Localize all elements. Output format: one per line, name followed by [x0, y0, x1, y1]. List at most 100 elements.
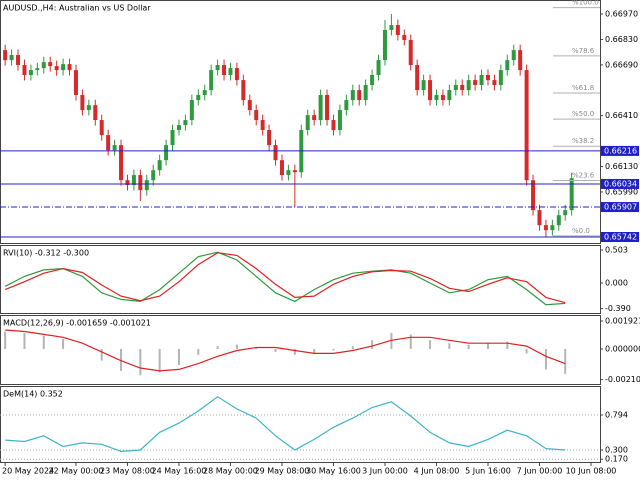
y-tick-label: -0.390: [605, 304, 631, 313]
x-tick-label: 20 May 2024: [2, 467, 54, 476]
candle-body: [389, 25, 394, 30]
candle-body: [556, 215, 561, 226]
candle-body: [460, 84, 465, 91]
candle-body: [228, 68, 233, 76]
candle-body: [176, 125, 181, 131]
y-tick-label: 0.66690: [605, 60, 638, 69]
fib-label: %61.8: [572, 84, 594, 92]
candle-body: [447, 90, 452, 101]
candle-body: [518, 50, 523, 71]
y-tick-label: 0.503: [605, 245, 628, 254]
candle-body: [73, 70, 78, 95]
y-tick-label: 0.65990: [605, 187, 638, 196]
candle-body: [54, 66, 59, 71]
price-level-box: [601, 232, 639, 243]
candle-body: [511, 50, 516, 61]
candle-body: [61, 64, 66, 71]
candle-body: [209, 70, 214, 91]
candle-body: [80, 94, 85, 111]
candle-body: [112, 145, 117, 151]
candle-body: [22, 65, 27, 76]
y-tick-label: 0.794: [605, 410, 628, 419]
candle-body: [569, 178, 574, 211]
fib-label: %100.0: [572, 0, 599, 7]
x-tick-label: 28 May 00:00: [203, 467, 258, 476]
x-tick-label: 30 May 16:00: [306, 467, 361, 476]
candle-body: [41, 62, 46, 69]
candle-body: [286, 170, 291, 176]
x-tick-label: 22 May 00:00: [49, 467, 104, 476]
candle-body: [125, 180, 130, 186]
candle-body: [215, 65, 220, 71]
candle-body: [222, 65, 227, 76]
candle-body: [434, 94, 439, 101]
candle-body: [550, 225, 555, 231]
candle-body: [241, 80, 246, 101]
candle-body: [234, 68, 239, 81]
x-tick-label: 24 May 16:00: [152, 467, 207, 476]
candle-body: [370, 75, 375, 85]
candle-body: [183, 120, 188, 126]
pane-title: AUDUSD.,H4: Australian vs US Dollar: [3, 4, 151, 13]
y-tick-label: 0.66970: [605, 9, 638, 18]
candle-body: [157, 160, 162, 171]
candle-body: [479, 75, 484, 85]
indicator-line: [5, 329, 566, 372]
candle-body: [344, 100, 349, 111]
candle-body: [9, 55, 14, 61]
candle-body: [196, 94, 201, 101]
candle-body: [473, 80, 478, 85]
x-tick-label: 3 Jun 00:00: [362, 467, 408, 476]
y-tick-label: 0.300: [605, 446, 628, 455]
candle-body: [170, 130, 175, 146]
pane-frame: [0, 0, 601, 244]
candle-body: [138, 175, 143, 191]
candle-body: [106, 135, 111, 151]
candle-body: [466, 80, 471, 91]
candle-body: [119, 145, 124, 181]
y-tick-label: 0.000000: [605, 345, 640, 354]
candle-body: [402, 35, 407, 40]
candle-body: [93, 105, 98, 121]
candle-body: [131, 175, 136, 186]
pane-frame: [0, 386, 601, 463]
price-level-label: 0.65907: [604, 203, 637, 212]
price-level-box: [601, 145, 639, 156]
pane-frame: [0, 245, 601, 314]
candle-body: [337, 110, 342, 131]
candle-body: [292, 170, 297, 173]
candle-body: [485, 75, 490, 81]
candle-body: [267, 130, 272, 146]
y-tick-label: -0.002101: [605, 375, 640, 384]
candle-body: [247, 100, 252, 111]
candle-body: [498, 70, 503, 85]
x-tick-label: 7 Jun 00:00: [517, 467, 563, 476]
indicator-line: [5, 396, 566, 453]
candle-body: [325, 94, 330, 121]
candle-body: [254, 110, 259, 121]
fib-label: %23.6: [572, 172, 595, 180]
indicator-line: [4, 252, 566, 304]
candle-body: [537, 210, 542, 226]
candle-body: [415, 65, 420, 91]
candle-body: [350, 90, 355, 101]
indicator-line: [4, 251, 566, 306]
candle-body: [273, 145, 278, 161]
candle-body: [382, 29, 387, 61]
candle-body: [318, 94, 323, 121]
x-tick-label: 10 Jun 08:00: [566, 467, 617, 476]
candle-body: [48, 62, 53, 67]
candle-body: [395, 25, 400, 36]
fib-label: %38.2: [572, 137, 594, 145]
candle-body: [428, 80, 433, 101]
candle-body: [86, 105, 91, 111]
y-tick-label: 0.66130: [605, 162, 638, 171]
pane-title: RVI(10) -0.312 -0.300: [3, 249, 89, 258]
y-tick-label: 0.000: [605, 279, 628, 288]
candle-body: [35, 68, 40, 71]
candle-body: [28, 70, 33, 76]
candle-body: [260, 120, 265, 131]
candle-body: [151, 170, 156, 181]
pane-title: MACD(12,26,9) -0.001659 -0.001021: [3, 319, 151, 328]
